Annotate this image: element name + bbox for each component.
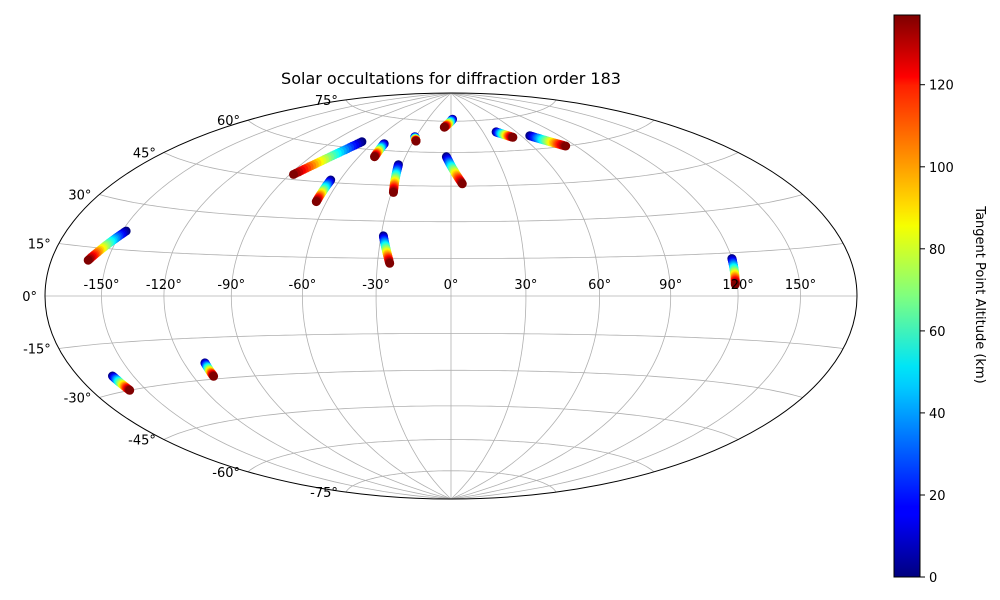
occultation-track (370, 139, 389, 162)
occultation-tracks (83, 114, 740, 395)
longitude-labels: -150° -120° -90° -60° -30° 0° 30° 60° 90° 120° 150… (83, 278, 816, 293)
track-point (311, 197, 321, 207)
colorbar-tick-label: 60 (929, 325, 946, 340)
occultation-track (311, 175, 336, 207)
lon-tick-label: -60° (289, 278, 317, 293)
track-point (457, 179, 467, 189)
colorbar: 0 20 40 60 80 100 120 Tangent Point Altitude (… (893, 14, 987, 586)
colorbar-tick-label: 40 (929, 407, 946, 422)
occultation-track (378, 231, 395, 268)
track-point (83, 255, 93, 265)
occultation-track (441, 152, 467, 189)
track-point (411, 136, 421, 146)
lat-tick-label: -45° (128, 434, 156, 449)
track-point (561, 141, 571, 151)
track-point (209, 371, 219, 381)
lon-tick-label: 60° (588, 278, 611, 293)
lat-tick-label: 75° (315, 94, 338, 109)
lon-tick-label: 120° (722, 278, 753, 293)
lon-tick-label: -150° (83, 278, 119, 293)
colorbar-tick-label: 0 (929, 571, 937, 586)
occultation-track (727, 254, 740, 289)
colorbar-tick-label: 120 (929, 79, 954, 94)
colorbar-tick-label: 20 (929, 489, 946, 504)
colorbar-gradient (893, 14, 921, 578)
lon-tick-label: -90° (217, 278, 245, 293)
occultation-track (200, 358, 219, 381)
track-point (508, 132, 518, 142)
occultation-track (439, 114, 457, 132)
track-point (125, 385, 135, 395)
parallel-line (247, 119, 655, 153)
parallel-line (58, 243, 844, 259)
colorbar-label: Tangent Point Altitude (km) (972, 205, 987, 383)
lat-tick-label: 45° (133, 147, 156, 162)
occultation-track (388, 160, 403, 197)
track-point (730, 280, 740, 289)
occultation-track (410, 132, 421, 146)
parallel-line (58, 333, 844, 349)
track-point (439, 122, 449, 132)
lat-tick-label: 60° (217, 114, 240, 129)
lon-tick-label: 150° (785, 278, 816, 293)
occultation-track (108, 371, 135, 395)
track-point (388, 187, 398, 197)
colorbar-tick-label: 100 (929, 161, 954, 176)
latitude-labels: -75° -60° -45° -30° -15° 0° 15° 30° 45° 60° 75° (22, 94, 338, 501)
graticule (45, 93, 857, 499)
lat-tick-label: -15° (23, 343, 51, 358)
lat-tick-label: -30° (64, 392, 92, 407)
parallel-line (163, 405, 739, 440)
lon-tick-label: 30° (514, 278, 537, 293)
parallel-line (247, 439, 655, 473)
parallel-line (163, 152, 739, 187)
occultation-track (289, 137, 367, 179)
parallel-line (99, 194, 803, 223)
occultation-track (491, 127, 518, 142)
occultation-track (83, 226, 131, 265)
parallel-line (99, 369, 803, 398)
lon-tick-label: -120° (146, 278, 182, 293)
lat-tick-label: 30° (68, 189, 91, 204)
track-point (385, 258, 395, 268)
track-point (289, 169, 298, 179)
parallel-line (345, 470, 557, 493)
lat-tick-label: -60° (212, 466, 240, 481)
lat-tick-label: 15° (28, 238, 51, 253)
colorbar-tick-label: 80 (929, 243, 946, 258)
chart-title: Solar occultations for diffraction order… (281, 69, 621, 88)
lon-tick-label: -30° (362, 278, 390, 293)
map-boundary (44, 92, 858, 500)
occultation-track (525, 131, 571, 151)
lon-tick-label: 0° (444, 278, 459, 293)
track-point (370, 152, 379, 162)
lon-tick-label: 90° (659, 278, 682, 293)
lat-tick-label: -75° (310, 486, 338, 501)
lat-tick-label: 0° (22, 290, 37, 305)
